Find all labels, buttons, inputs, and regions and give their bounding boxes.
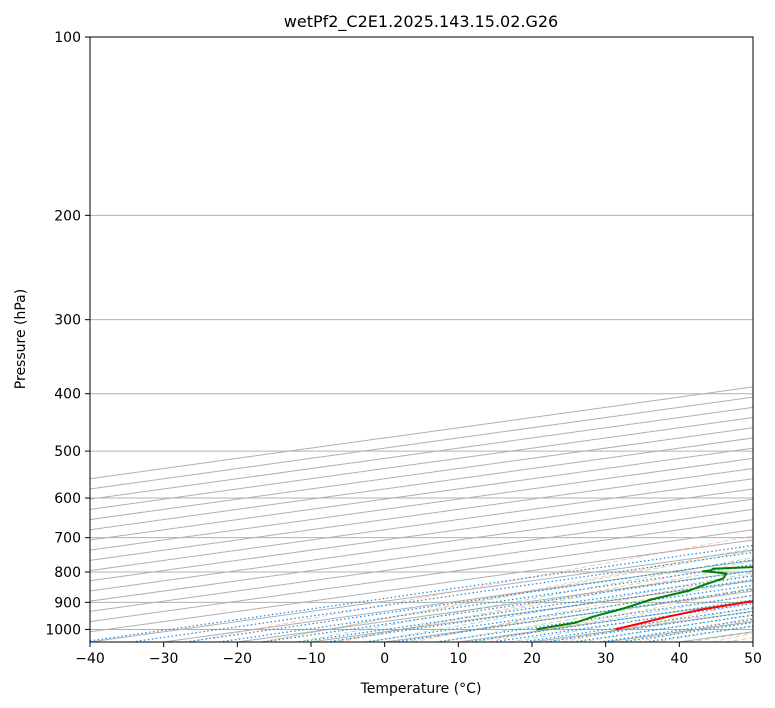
isotherm-line [90,519,753,612]
x-tick-label: 50 [744,651,762,667]
mixing-ratio-line [467,599,753,642]
y-tick-label: 400 [54,387,81,403]
isotherm-line [90,539,753,633]
isotherm-line [90,457,753,551]
mixing-ratio-line [492,602,753,642]
pressure-gridlines [90,37,753,630]
mixing-ratio-line [131,551,753,642]
y-tick-label: 700 [54,531,81,547]
x-axis-label: Temperature (°C) [360,681,482,697]
y-axis-label: Pressure (hPa) [13,289,29,389]
y-tick-label: 900 [54,595,81,611]
y-axis-ticks: 100 200 300 400 500 600 700 800 900 1000 [45,30,90,638]
mixing-ratio-line [546,610,753,642]
x-tick-label: −30 [149,651,179,667]
plot-area: 0.10.20.40.611.52346810131620253036-100-… [90,37,753,642]
isotherm-line [90,508,753,602]
mixing-ratio-line [522,607,753,642]
dewpoint-profile [536,566,753,631]
isotherm-line [90,488,753,582]
y-tick-label: 1000 [45,622,81,638]
moist-adiabat [296,557,753,642]
y-tick-label: 300 [54,313,81,329]
dry-adiabat [487,587,753,642]
x-tick-label: −20 [223,651,253,667]
mixing-ratio-line [185,559,753,642]
y-tick-label: 200 [54,208,81,224]
sounding-profiles [536,566,753,631]
y-tick-label: 500 [54,444,81,460]
x-tick-label: 30 [597,651,615,667]
y-tick-label: 800 [54,565,81,581]
x-axis-ticks: −40 −30 −20 −10 0 10 20 30 40 50 [75,642,762,667]
y-tick-label: 600 [54,491,81,507]
isotherm-line [90,498,753,592]
x-tick-label: 20 [523,651,541,667]
dry-adiabat [188,535,753,642]
plot-frame [89,36,754,643]
x-tick-label: 0 [380,651,389,667]
y-tick-label: 100 [54,30,81,46]
x-tick-label: −10 [296,651,326,667]
moist-adiabat [332,564,753,642]
moist-adiabat [403,579,753,642]
isotherm-line [90,468,753,561]
mixing-ratio-line [572,614,753,642]
x-tick-label: 40 [670,651,688,667]
chart-title: wetPf2_C2E1.2025.143.15.02.G26 [284,12,558,32]
isotherm-line [90,478,753,572]
mixing-ratio-line [90,544,753,642]
mixing-ratio-lines [90,544,753,642]
isotherm-gridlines [90,386,753,642]
isotherm-line [90,529,753,623]
x-tick-label: 10 [449,651,467,667]
x-tick-label: −40 [75,651,105,667]
